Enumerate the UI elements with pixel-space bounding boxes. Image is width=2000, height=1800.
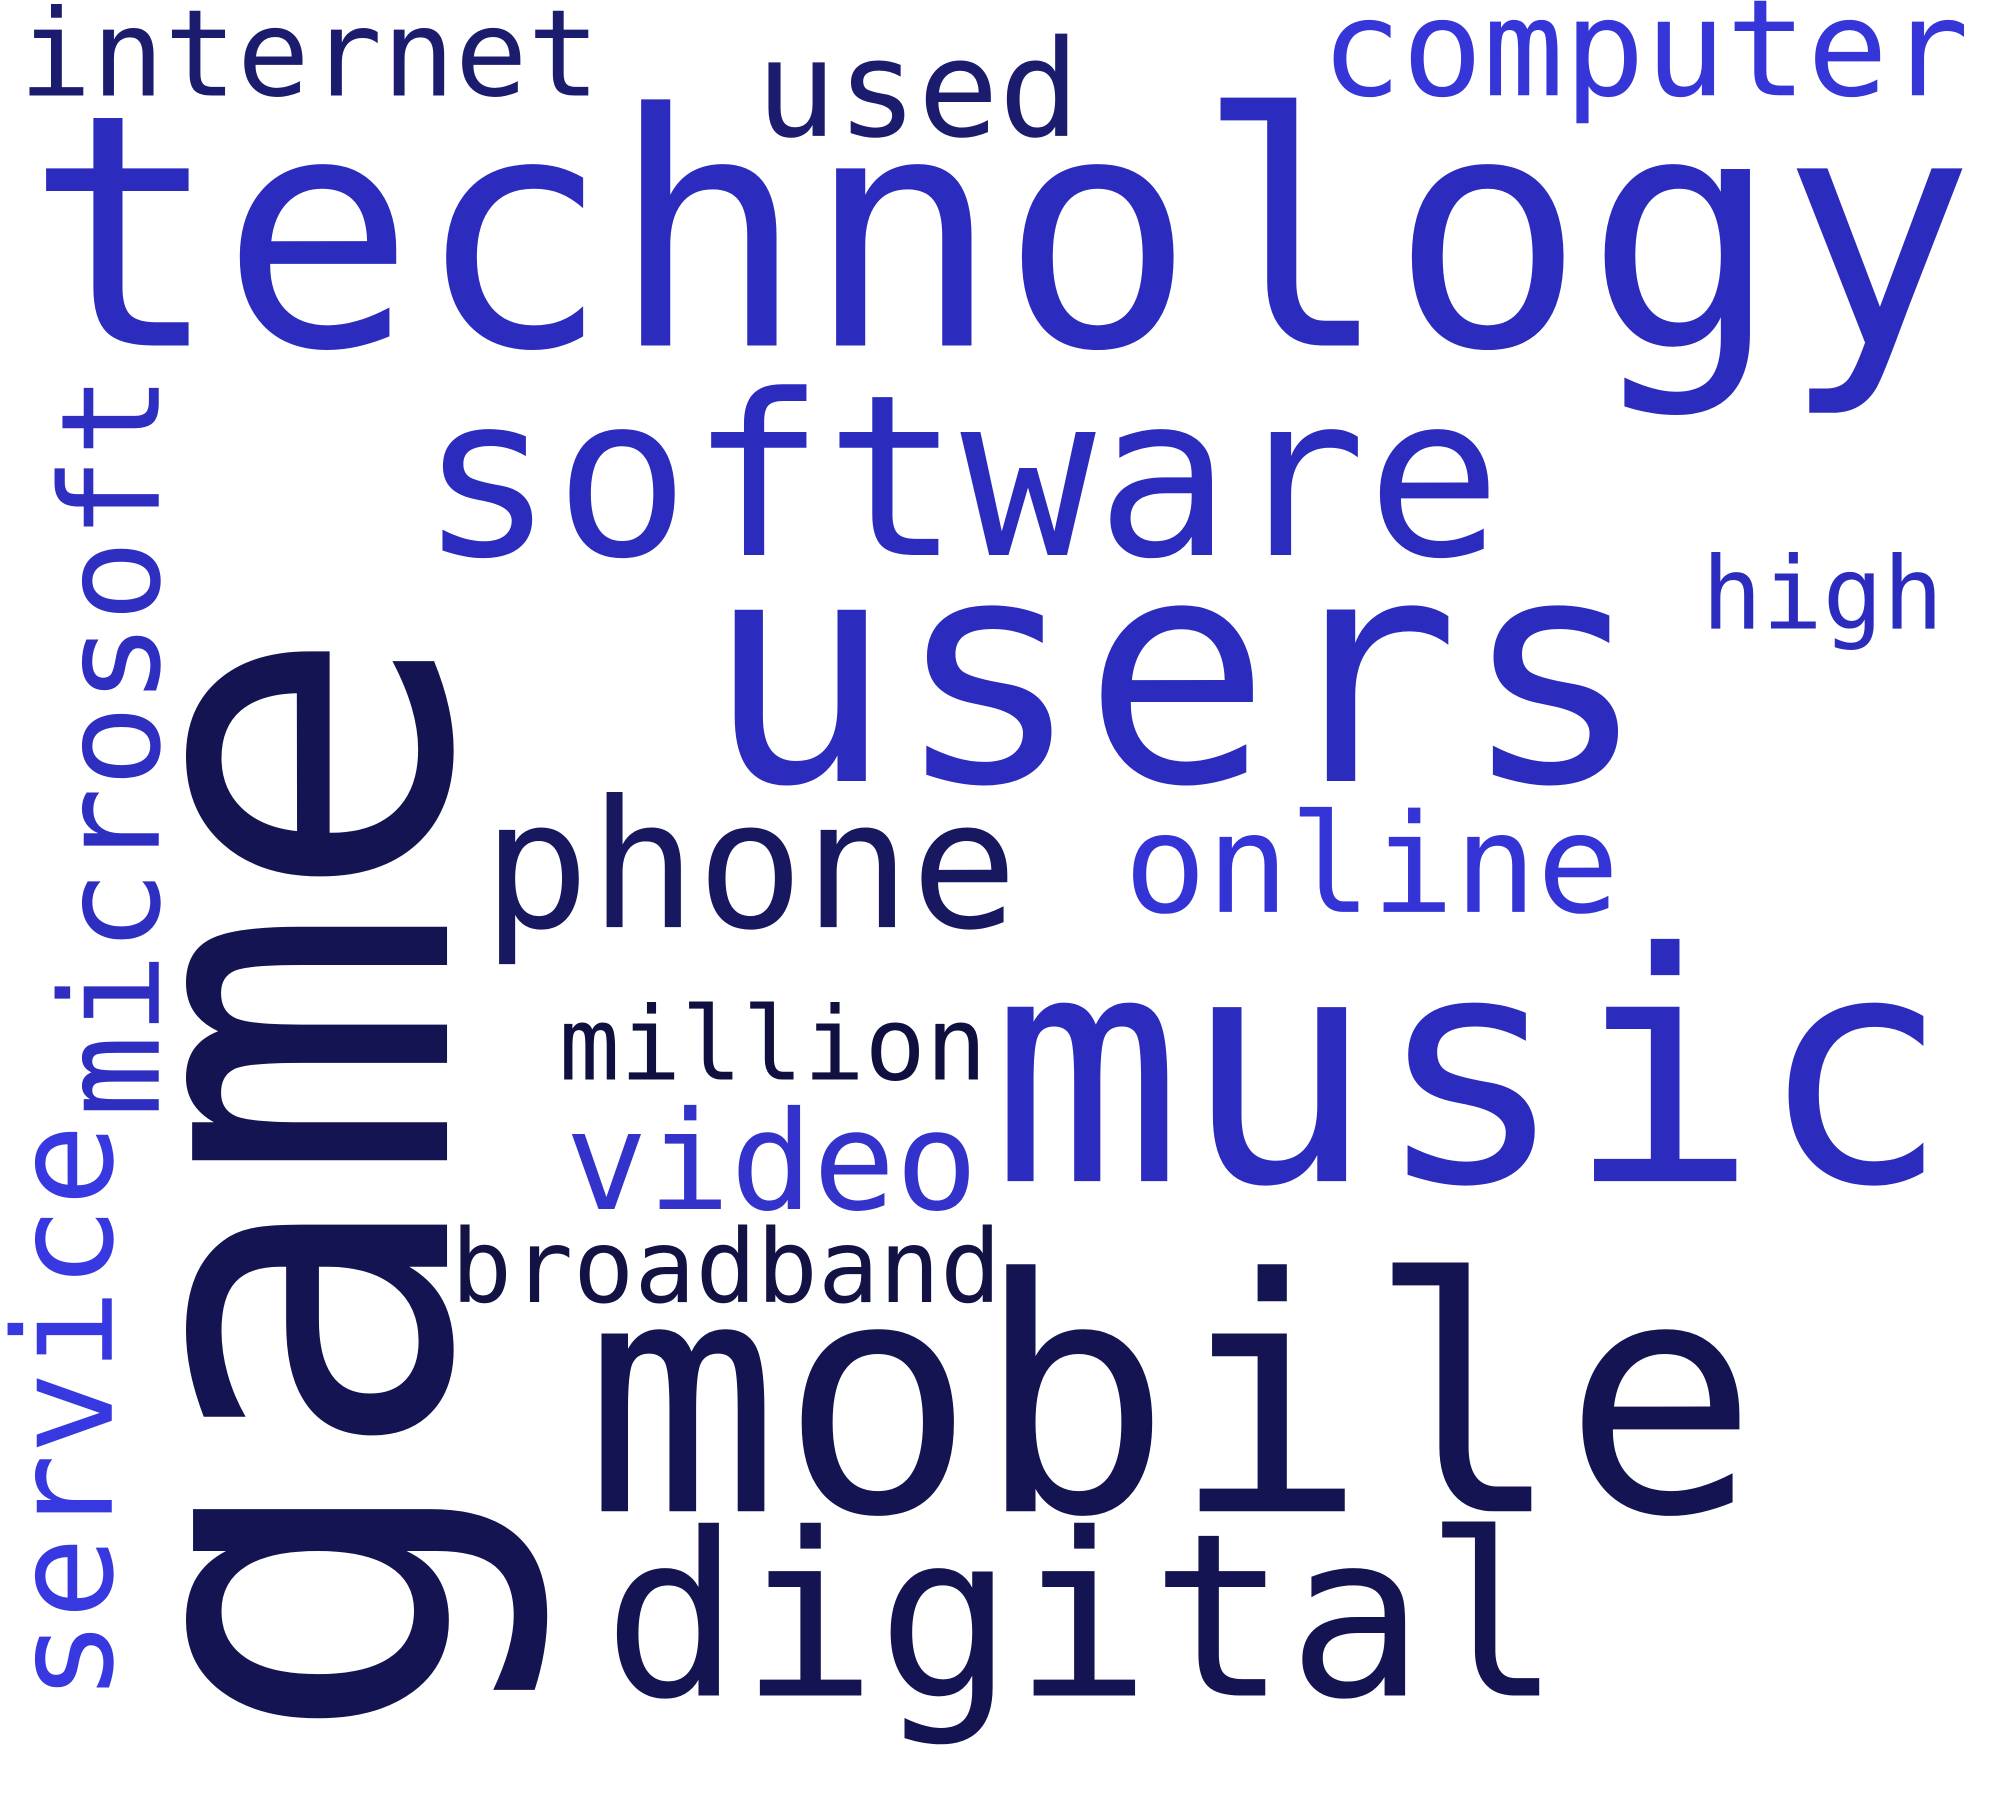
word: mobile	[584, 1209, 1758, 1588]
word: broadband	[451, 1208, 1001, 1326]
word: used	[756, 11, 1080, 168]
word: users	[705, 490, 1649, 855]
word: music	[991, 886, 1951, 1257]
word: computer	[1321, 0, 1969, 127]
word: technology	[25, 45, 1975, 422]
word: game	[14, 624, 557, 1746]
word: high	[1702, 536, 1944, 653]
word: digital	[603, 1484, 1561, 1749]
word: phone	[483, 762, 1018, 969]
word: software	[419, 347, 1502, 609]
word: microsoft	[33, 374, 192, 1117]
word: service	[0, 1124, 145, 1702]
word: video	[565, 1083, 978, 1242]
word: million	[559, 986, 987, 1104]
word: internet	[19, 0, 600, 124]
word: online	[1124, 786, 1619, 945]
